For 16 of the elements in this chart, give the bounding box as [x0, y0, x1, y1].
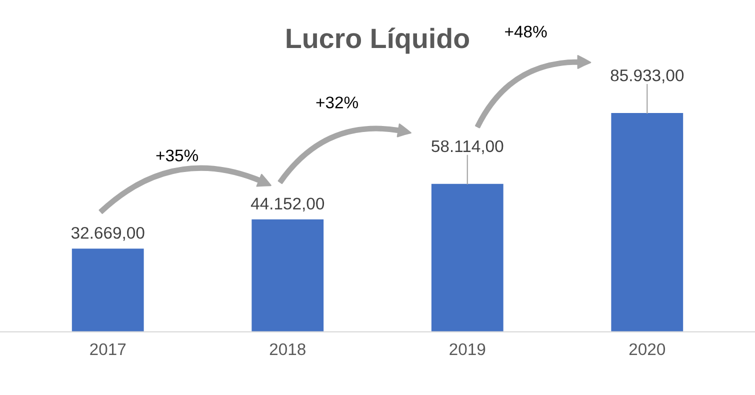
x-tick-label: 2018	[270, 343, 306, 356]
text: +32%	[316, 96, 358, 108]
x-tick-label: 2020	[629, 343, 666, 356]
bar	[252, 219, 324, 332]
data-label: 44.152,00	[250, 198, 324, 212]
x-tick-label: 2017	[90, 343, 126, 356]
chart-title: Lucro Líquido	[286, 28, 469, 54]
data-label: 32.669,00	[71, 226, 144, 241]
bar	[72, 248, 144, 332]
bar	[611, 113, 684, 332]
annotation: +35%	[156, 150, 198, 162]
data-label: 85.933,00	[610, 69, 684, 84]
bar	[431, 184, 504, 332]
x-tick-label: 2019	[450, 343, 486, 356]
text: +48%	[505, 26, 547, 38]
data-label: 58.114,00	[432, 140, 504, 154]
